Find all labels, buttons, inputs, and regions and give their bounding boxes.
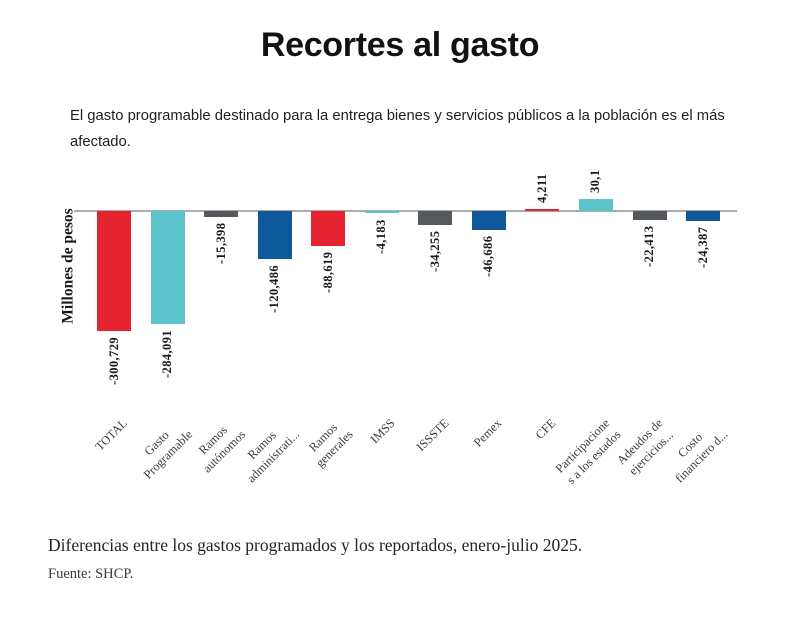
bar bbox=[471, 211, 506, 230]
bar bbox=[578, 198, 613, 211]
bar-value-label: -284,091 bbox=[160, 330, 175, 379]
bar bbox=[150, 211, 185, 325]
bar bbox=[364, 211, 399, 213]
bar-value-label: 30,1 bbox=[588, 169, 603, 193]
x-axis-category-label: Ramos administrati... bbox=[243, 427, 302, 486]
bar-value-label: -4,183 bbox=[374, 218, 389, 254]
x-axis-line bbox=[74, 210, 737, 212]
bar-chart: Millones de pesos -300,729 TOTAL -284,091 G… bbox=[53, 146, 737, 487]
x-axis-category-label: Pemex bbox=[471, 416, 505, 450]
source-credit: Fuente: SHCP. bbox=[48, 566, 134, 582]
bar-value-label: 4,211 bbox=[534, 173, 549, 204]
x-axis-category-label: IMSS bbox=[367, 416, 398, 447]
x-axis-category-label: Participacione s a los estados bbox=[552, 416, 624, 487]
x-axis-category-label: Ramos generales bbox=[305, 420, 356, 471]
footnote: Diferencias entre los gastos programados… bbox=[48, 535, 583, 555]
bar-value-label: -24,387 bbox=[695, 226, 710, 268]
x-axis-category-label: Gasto Programable bbox=[140, 427, 195, 482]
bar bbox=[97, 211, 131, 331]
bar-value-label: -15,398 bbox=[213, 222, 228, 265]
bar bbox=[525, 209, 560, 211]
bar bbox=[257, 211, 292, 260]
chart-title: Recortes al gasto bbox=[260, 26, 540, 64]
bar-value-label: -22,413 bbox=[642, 225, 656, 267]
x-axis-category-label: CFE bbox=[532, 416, 559, 442]
bar-value-label: -46,686 bbox=[481, 235, 496, 277]
chart-subtitle: El gasto programable destinado para la e… bbox=[70, 108, 725, 150]
x-axis-category-label: TOTAL bbox=[92, 416, 130, 454]
bar-value-label: -120,486 bbox=[267, 265, 282, 314]
bar bbox=[686, 211, 721, 221]
bar bbox=[632, 211, 667, 220]
y-axis-label-text: Millones de pesos bbox=[60, 208, 77, 324]
bar bbox=[311, 211, 346, 247]
bar-value-label: -88,619 bbox=[320, 252, 335, 294]
bar bbox=[204, 211, 239, 218]
bar bbox=[418, 211, 453, 225]
y-axis-label: Millones de pesos bbox=[53, 146, 85, 386]
bar-value-label: -34,255 bbox=[427, 230, 442, 272]
bar-value-label: -300,729 bbox=[106, 337, 121, 385]
x-axis-category-label: ISSSTE bbox=[413, 416, 452, 454]
x-axis-category-label: Costo financiero d... bbox=[672, 427, 731, 486]
